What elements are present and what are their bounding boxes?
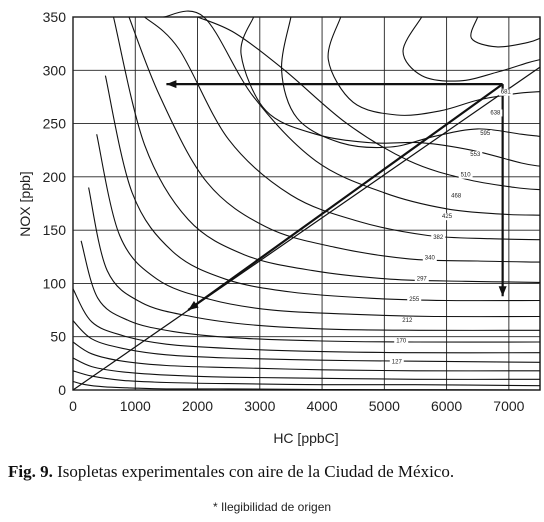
isopleth-line xyxy=(72,380,541,391)
isopleth-label-bg xyxy=(400,316,415,324)
isopleth-line xyxy=(112,16,541,283)
figure-caption: Fig. 9. Isopletas experimentales con air… xyxy=(8,462,538,482)
x-tick-label: 5000 xyxy=(369,398,400,414)
isopleth-label: 212 xyxy=(402,318,413,324)
isopleth-line xyxy=(402,16,541,82)
isopleth-label: 425 xyxy=(442,214,453,220)
isopleth-label-bg xyxy=(440,213,455,221)
figure-number: Fig. 9. xyxy=(8,462,53,481)
isopleth-label-bg xyxy=(431,233,446,241)
arrow-shaft xyxy=(187,83,504,311)
arrow-head xyxy=(498,286,507,297)
diagonal-reference-line xyxy=(72,66,541,391)
isopleth-label-bg xyxy=(468,150,483,158)
x-axis-label: HC [ppbC] xyxy=(273,430,338,446)
isopleth-line xyxy=(240,16,541,167)
isopleth-line xyxy=(163,10,541,216)
isopleth-label-bg xyxy=(394,337,409,345)
arrow-head xyxy=(166,80,177,89)
y-tick-label: 50 xyxy=(50,329,66,345)
arrows xyxy=(166,80,507,311)
isopleth-line xyxy=(80,240,541,343)
isopleth-line xyxy=(72,341,541,372)
isopleth-label-bg xyxy=(488,109,503,117)
isopleth-label: 127 xyxy=(392,359,403,365)
x-tick-label: 3000 xyxy=(244,398,275,414)
y-tick-label: 100 xyxy=(43,275,67,291)
y-axis-label: NOX [ppb] xyxy=(17,171,33,236)
y-tick-label: 250 xyxy=(43,116,67,132)
figure-caption-text: Isopletas experimentales con aire de la … xyxy=(52,462,455,481)
isopleth-label-bg xyxy=(449,192,464,200)
isopleth-label: 595 xyxy=(480,131,491,137)
y-tick-label: 200 xyxy=(43,169,67,185)
isopleth-label: 638 xyxy=(490,110,501,116)
isopleth-line xyxy=(72,320,541,363)
isopleth-line xyxy=(72,357,541,380)
isopleth-label-bg xyxy=(389,358,404,366)
y-tick-label: 150 xyxy=(43,222,67,238)
isopleth-label: 510 xyxy=(461,173,472,179)
isopleth-label: 553 xyxy=(470,152,481,158)
isopleth-line xyxy=(104,75,541,302)
isopleth-label: 382 xyxy=(433,235,444,241)
isopleth-label-bg xyxy=(414,275,429,283)
footnote: * Ilegibilidad de origen xyxy=(212,500,332,514)
x-tick-label: 2000 xyxy=(182,398,213,414)
y-tick-label: 300 xyxy=(43,62,67,78)
x-tick-label: 1000 xyxy=(120,398,151,414)
isopleth-label: 340 xyxy=(425,256,436,262)
x-tick-label: 7000 xyxy=(493,398,524,414)
x-tick-label: 0 xyxy=(69,398,77,414)
diagonal-line xyxy=(72,66,541,391)
isopleth-line xyxy=(128,16,541,263)
isopleth-line xyxy=(470,16,541,48)
isopleth-label-bg xyxy=(498,88,513,96)
isopleth-label: 255 xyxy=(409,297,420,303)
isopleth-chart: 127 170 212 255 297 340 382 425 468 510 553 595 638 6… xyxy=(17,9,541,446)
x-tick-label: 6000 xyxy=(431,398,462,414)
contour-lines xyxy=(72,10,541,391)
y-tick-label: 350 xyxy=(43,9,67,25)
y-tick-label: 0 xyxy=(58,382,66,398)
y-tick-labels: 0 50 100 150 200 250 300 350 xyxy=(43,9,67,398)
isopleth-label: 468 xyxy=(451,193,462,199)
isopleth-label-bg xyxy=(458,171,473,179)
isopleth-line xyxy=(72,370,541,387)
isopleth-label-bg xyxy=(407,296,422,304)
isopleth-label: 297 xyxy=(417,276,428,282)
x-tick-labels: 0 1000 2000 3000 4000 5000 6000 7000 xyxy=(69,398,525,414)
isopleth-line xyxy=(88,187,541,331)
arrow-head xyxy=(188,300,199,311)
isopleth-line xyxy=(197,16,541,191)
isopleth-labels: 127 170 212 255 297 340 382 425 468 510 553 595 638 6… xyxy=(389,88,513,366)
isopleth-line xyxy=(96,134,541,318)
isopleth-label-bg xyxy=(422,254,437,262)
isopleth-line xyxy=(144,16,541,241)
x-tick-label: 4000 xyxy=(306,398,337,414)
isopleth-label-bg xyxy=(478,130,493,138)
isopleth-line xyxy=(281,16,541,149)
isopleth-line xyxy=(72,288,541,354)
isopleth-label: 170 xyxy=(396,339,407,345)
isopleth-label: 681 xyxy=(501,90,512,96)
